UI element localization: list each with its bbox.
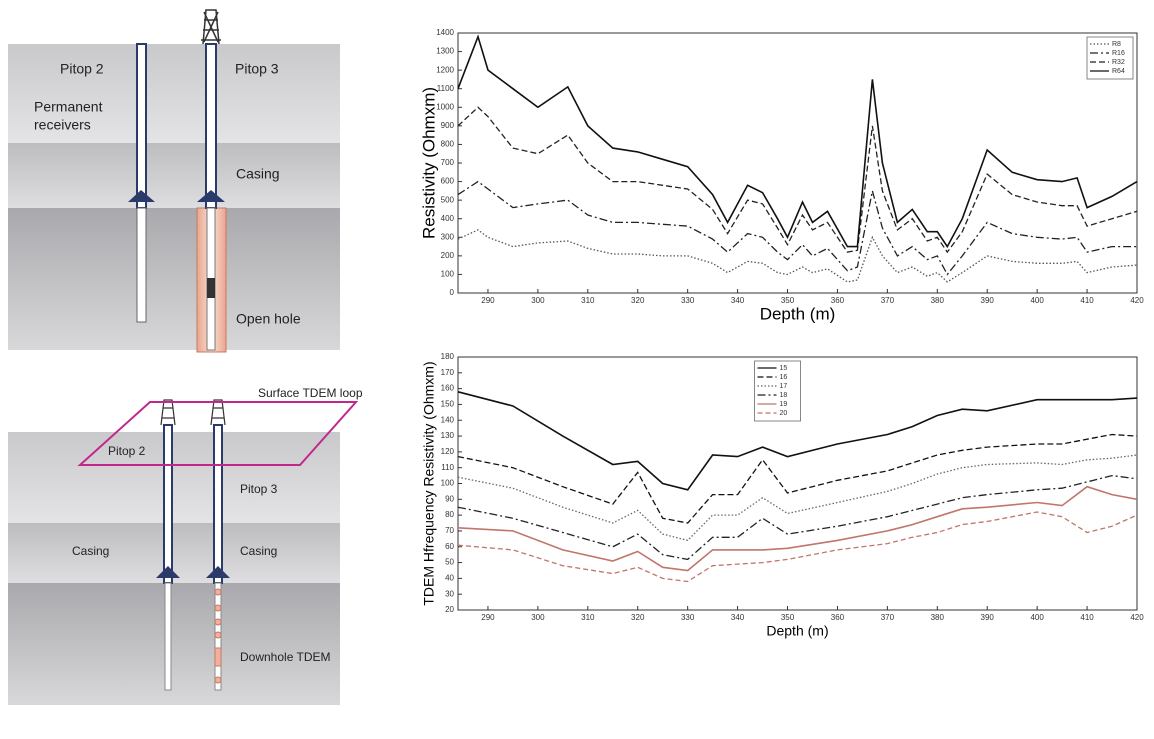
y-tick-label: 500 [441, 195, 455, 204]
y-tick-label: 1400 [436, 28, 454, 37]
x-tick-label: 360 [831, 613, 845, 622]
y-tick-label: 200 [441, 251, 455, 260]
x-tick-label: 340 [731, 613, 745, 622]
x-tick-label: 310 [581, 296, 595, 305]
y-axis-title: TDEM Hfrequency Resistivity (Ohmxm) [421, 361, 437, 605]
label: Pitop 3 [235, 61, 279, 77]
x-tick-label: 380 [931, 296, 945, 305]
y-tick-label: 700 [441, 158, 455, 167]
x-tick-label: 410 [1080, 613, 1094, 622]
x-tick-label: 370 [881, 296, 895, 305]
legend-box [1087, 37, 1133, 79]
x-tick-label: 410 [1080, 296, 1094, 305]
label: receivers [34, 117, 91, 133]
y-tick-label: 50 [445, 558, 454, 567]
y-tick-label: 180 [441, 352, 455, 361]
figure: Pitop 2 Pitop 3 Permanent receivers Casi… [0, 0, 1154, 734]
legend-label: R16 [1112, 50, 1125, 57]
y-tick-label: 90 [445, 494, 454, 503]
x-tick-label: 330 [681, 613, 695, 622]
y-tick-label: 60 [445, 542, 454, 551]
label: Permanent [34, 99, 103, 115]
label: Pitop 2 [60, 61, 104, 77]
x-tick-label: 290 [481, 296, 495, 305]
x-tick-label: 400 [1030, 296, 1044, 305]
x-tick-label: 320 [631, 296, 645, 305]
y-tick-label: 400 [441, 214, 455, 223]
label: Open hole [236, 311, 301, 327]
x-tick-label: 420 [1130, 613, 1144, 622]
legend-box [755, 361, 801, 421]
x-tick-label: 330 [681, 296, 695, 305]
y-tick-label: 1000 [436, 102, 454, 111]
legend-label: 17 [780, 383, 788, 390]
x-tick-label: 380 [931, 613, 945, 622]
y-tick-label: 1200 [436, 65, 454, 74]
y-tick-label: 800 [441, 140, 455, 149]
y-tick-label: 20 [445, 605, 454, 614]
y-tick-label: 100 [441, 270, 455, 279]
legend-label: R32 [1112, 59, 1125, 66]
y-tick-label: 30 [445, 589, 454, 598]
x-tick-label: 300 [531, 296, 545, 305]
diagram-top: Pitop 2 Pitop 3 Permanent receivers Casi… [8, 10, 340, 352]
x-tick-label: 310 [581, 613, 595, 622]
y-axis-title: Resistivity (Ohmxm) [419, 87, 438, 239]
y-tick-label: 70 [445, 526, 454, 535]
y-tick-label: 80 [445, 510, 454, 519]
legend-label: 19 [780, 401, 788, 408]
x-tick-label: 320 [631, 613, 645, 622]
x-tick-label: 340 [731, 296, 745, 305]
y-tick-label: 140 [441, 415, 455, 424]
y-tick-label: 40 [445, 573, 454, 582]
x-tick-label: 370 [881, 613, 895, 622]
x-tick-label: 300 [531, 613, 545, 622]
x-tick-label: 390 [981, 296, 995, 305]
y-tick-label: 110 [441, 463, 454, 472]
label: Casing [236, 166, 280, 182]
y-tick-label: 120 [441, 447, 455, 456]
label: Surface TDEM loop [258, 386, 363, 400]
legend-label: 16 [780, 374, 788, 381]
legend-label: 15 [780, 365, 788, 372]
x-axis-title: Depth (m) [766, 623, 828, 639]
y-tick-label: 300 [441, 232, 455, 241]
y-tick-label: 0 [450, 288, 455, 297]
legend-label: 18 [780, 392, 788, 399]
label: Pitop 3 [240, 482, 278, 496]
y-tick-label: 900 [441, 121, 455, 130]
y-tick-label: 100 [441, 479, 455, 488]
y-tick-label: 1100 [437, 84, 455, 93]
label: Downhole TDEM [240, 650, 330, 664]
y-tick-label: 150 [441, 400, 455, 409]
label: Casing [72, 544, 109, 558]
y-tick-label: 130 [441, 431, 455, 440]
label: Pitop 2 [108, 444, 146, 458]
y-tick-label: 600 [441, 177, 455, 186]
legend-label: 20 [780, 410, 788, 417]
y-tick-label: 1300 [436, 47, 454, 56]
diagram-bottom: Surface TDEM loop Pitop 2 Pitop 3 Casing… [8, 386, 363, 705]
label: Casing [240, 544, 277, 558]
x-tick-label: 390 [981, 613, 995, 622]
legend-label: R64 [1112, 68, 1125, 75]
x-axis-title: Depth (m) [760, 304, 836, 323]
x-tick-label: 400 [1030, 613, 1044, 622]
legend-label: R8 [1112, 41, 1121, 48]
x-tick-label: 420 [1130, 296, 1144, 305]
x-tick-label: 290 [481, 613, 495, 622]
y-tick-label: 160 [441, 384, 455, 393]
x-tick-label: 350 [781, 613, 795, 622]
plot-area [458, 33, 1137, 293]
y-tick-label: 170 [441, 368, 455, 377]
